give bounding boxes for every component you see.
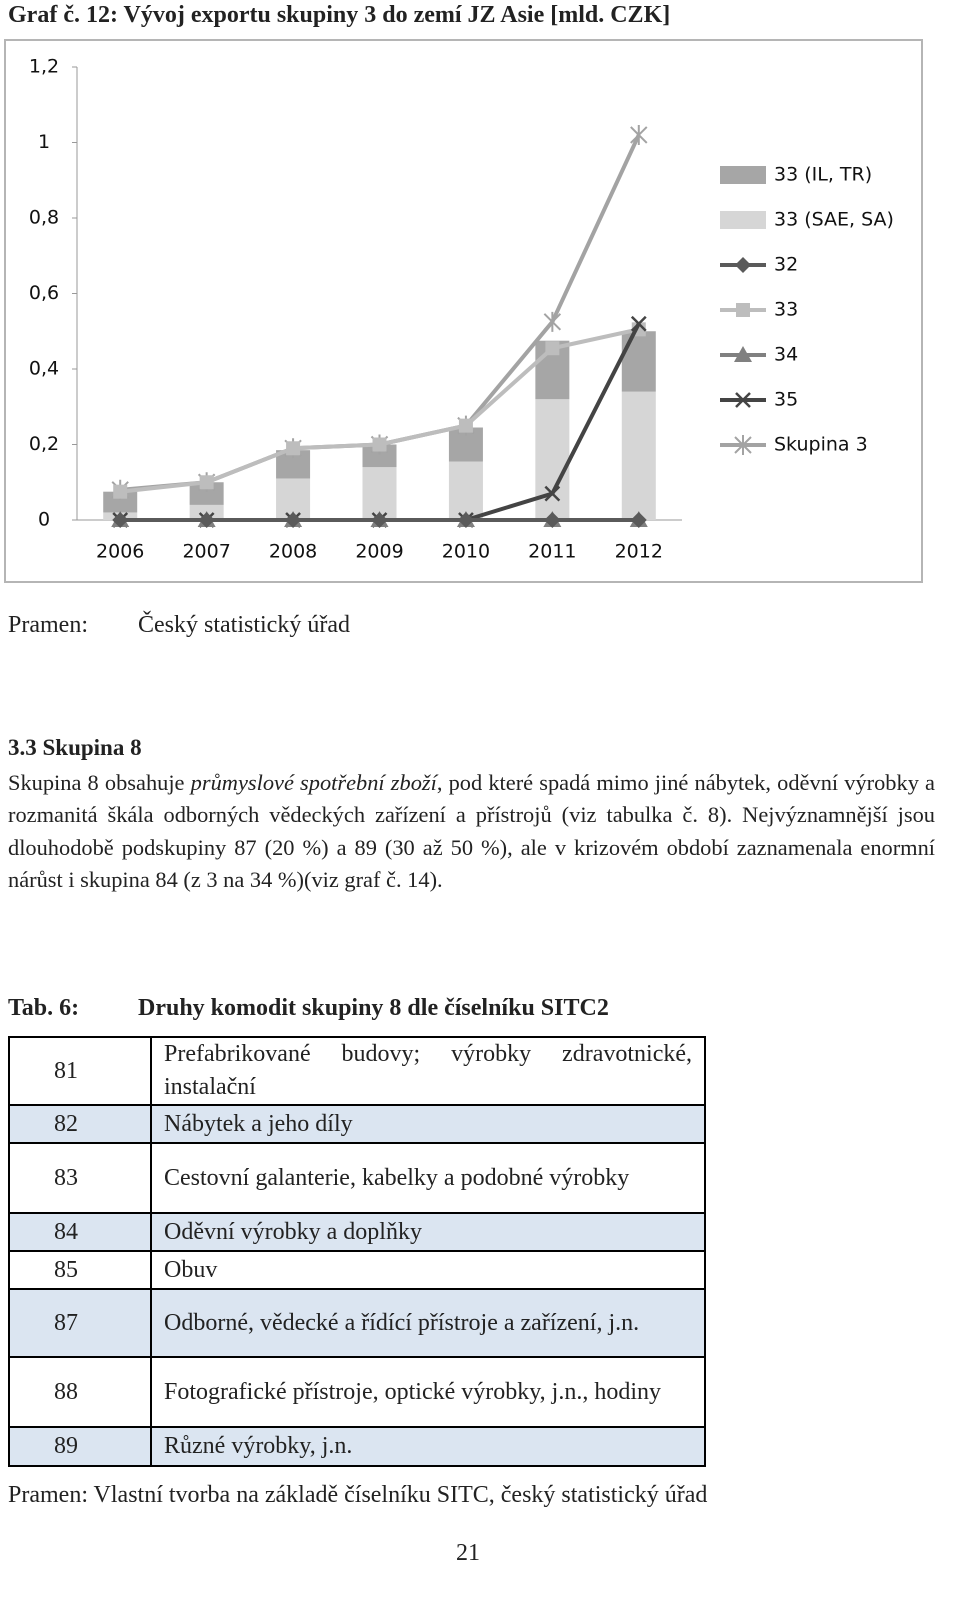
table-caption-label: Tab. 6: xyxy=(8,995,80,1021)
table-row: 82 Nábytek a jeho díly xyxy=(8,1104,706,1144)
chart-title: Graf č. 12: Vývoj exportu skupiny 3 do z… xyxy=(8,2,671,28)
marker xyxy=(372,437,387,452)
table-row: 88 Fotografické přístroje, optické výrobk… xyxy=(8,1356,706,1428)
marker xyxy=(736,303,750,317)
legend-label: 33 (SAE, SA) xyxy=(774,209,894,231)
marker xyxy=(734,346,752,362)
code-cell: 85 xyxy=(8,1250,152,1290)
x-tick-label: 2012 xyxy=(615,541,663,563)
bar xyxy=(621,391,656,520)
legend-swatch xyxy=(720,166,766,184)
bar xyxy=(189,482,224,505)
code-cell: 81 xyxy=(8,1036,152,1106)
marker xyxy=(735,257,751,273)
section-heading: 3.3 Skupina 8 xyxy=(8,735,142,760)
legend-label: 34 xyxy=(774,344,798,366)
description-cell: Odborné, vědecké a řídící přístroje a za… xyxy=(150,1288,706,1358)
code-cell: 88 xyxy=(8,1356,152,1428)
table-row: 84 Oděvní výrobky a doplňky xyxy=(8,1212,706,1252)
table-source: Pramen: Vlastní tvorba na základě číseln… xyxy=(8,1482,708,1508)
emphasis: průmyslové spotřební zboží xyxy=(190,770,437,795)
marker xyxy=(735,392,751,408)
legend-label: 33 xyxy=(774,299,798,321)
description-cell: Oděvní výrobky a doplňky xyxy=(150,1212,706,1252)
bar xyxy=(535,399,570,520)
x-tick-label: 2008 xyxy=(269,541,317,563)
y-tick-label: 1,2 xyxy=(29,56,59,78)
page-number: 21 xyxy=(456,1540,480,1566)
marker xyxy=(630,512,647,528)
marker xyxy=(286,441,301,456)
y-tick-label: 0 xyxy=(38,509,50,531)
x-tick-label: 2010 xyxy=(442,541,490,563)
code-cell: 89 xyxy=(8,1426,152,1467)
x-tick-label: 2007 xyxy=(182,541,230,563)
marker xyxy=(198,512,215,528)
y-tick-label: 0,8 xyxy=(29,207,59,229)
table: 81 Prefabrikované budovy; výrobky zdravot… xyxy=(8,1036,706,1467)
y-tick-label: 0,2 xyxy=(29,433,59,455)
y-tick-label: 0,4 xyxy=(29,358,59,380)
description-cell: Cestovní galanterie, kabelky a podobné v… xyxy=(150,1142,706,1214)
x-tick-label: 2006 xyxy=(96,541,144,563)
marker xyxy=(285,512,302,528)
bar xyxy=(103,491,138,513)
source-label: Pramen: xyxy=(8,612,88,638)
bar xyxy=(362,444,397,468)
description-cell: Prefabrikované budovy; výrobky zdravotni… xyxy=(150,1036,706,1106)
marker xyxy=(544,512,561,528)
bar xyxy=(448,461,483,520)
marker xyxy=(544,485,561,502)
description-cell: Různé výrobky, j.n. xyxy=(150,1426,706,1467)
code-cell: 82 xyxy=(8,1104,152,1144)
code-cell: 84 xyxy=(8,1212,152,1252)
x-tick-label: 2011 xyxy=(528,541,576,563)
marker xyxy=(630,315,647,332)
y-tick-label: 0,6 xyxy=(29,282,59,304)
code-cell: 87 xyxy=(8,1288,152,1358)
table-caption: Druhy komodit skupiny 8 dle číselníku SI… xyxy=(138,995,609,1021)
table-row: 87 Odborné, vědecké a řídící přístroje a … xyxy=(8,1288,706,1358)
marker xyxy=(112,512,129,528)
legend-label: 33 (IL, TR) xyxy=(774,164,872,186)
marker xyxy=(734,435,752,455)
marker xyxy=(630,124,648,145)
paragraph: Skupina 8 obsahuje průmyslové spotřební … xyxy=(8,767,935,896)
text: , pod které spadá mimo jiné nábytek, odě… xyxy=(8,770,935,892)
marker xyxy=(113,484,128,499)
legend-label: 32 xyxy=(774,254,798,276)
code-cell: 83 xyxy=(8,1142,152,1214)
legend-label: Skupina 3 xyxy=(774,434,868,456)
description-cell: Fotografické přístroje, optické výrobky,… xyxy=(150,1356,706,1428)
marker xyxy=(545,341,560,356)
table-row: 89 Různé výrobky, j.n. xyxy=(8,1426,706,1467)
description-cell: Obuv xyxy=(150,1250,706,1290)
marker xyxy=(457,512,474,528)
description-cell: Nábytek a jeho díly xyxy=(150,1104,706,1144)
legend-swatch xyxy=(720,211,766,229)
table-row: 81 Prefabrikované budovy; výrobky zdravot… xyxy=(8,1036,706,1106)
text: Skupina 8 obsahuje xyxy=(8,770,191,795)
y-tick-label: 1 xyxy=(38,131,50,153)
source-text: Český statistický úřad xyxy=(138,612,350,638)
marker xyxy=(458,418,473,433)
legend-label: 35 xyxy=(774,389,798,411)
x-tick-label: 2009 xyxy=(355,541,403,563)
chart: 0 0,2 0,4 0,6 0,8 1 1,2 2006 2007 2008 2009 2010 201… xyxy=(4,39,923,583)
marker xyxy=(543,311,562,332)
table-row: 83 Cestovní galanterie, kabelky a podobné… xyxy=(8,1142,706,1214)
marker xyxy=(371,512,388,528)
table-row: 85 Obuv xyxy=(8,1250,706,1290)
bar xyxy=(621,331,656,392)
marker xyxy=(199,475,214,490)
line-series xyxy=(112,512,647,528)
